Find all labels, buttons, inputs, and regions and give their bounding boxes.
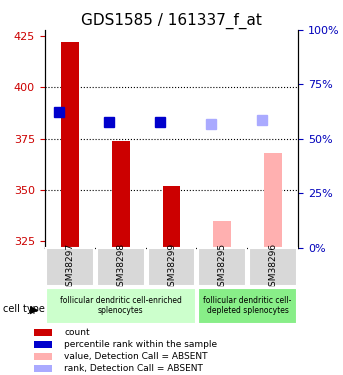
- Text: GSM38299: GSM38299: [167, 243, 176, 292]
- Text: cell type: cell type: [3, 304, 45, 314]
- FancyBboxPatch shape: [147, 248, 196, 286]
- Bar: [34, 329, 52, 336]
- FancyBboxPatch shape: [249, 248, 297, 286]
- Bar: [34, 366, 52, 372]
- Bar: [34, 353, 52, 360]
- Text: GSM38295: GSM38295: [218, 243, 227, 292]
- Text: ▶: ▶: [30, 304, 38, 314]
- Bar: [163, 186, 180, 248]
- FancyBboxPatch shape: [198, 248, 246, 286]
- Text: follicular dendritic cell-enriched
splenocytes: follicular dendritic cell-enriched splen…: [60, 296, 182, 315]
- FancyBboxPatch shape: [46, 288, 196, 324]
- Text: GSM38298: GSM38298: [116, 243, 125, 292]
- Text: value, Detection Call = ABSENT: value, Detection Call = ABSENT: [64, 352, 208, 361]
- Bar: [61, 42, 79, 248]
- Bar: [34, 341, 52, 348]
- Text: rank, Detection Call = ABSENT: rank, Detection Call = ABSENT: [64, 364, 203, 374]
- FancyBboxPatch shape: [198, 288, 297, 324]
- Text: percentile rank within the sample: percentile rank within the sample: [64, 340, 217, 349]
- Text: GSM38297: GSM38297: [66, 243, 74, 292]
- FancyBboxPatch shape: [97, 248, 145, 286]
- Title: GDS1585 / 161337_f_at: GDS1585 / 161337_f_at: [81, 12, 262, 28]
- Text: follicular dendritic cell-
depleted splenocytes: follicular dendritic cell- depleted sple…: [203, 296, 292, 315]
- Text: count: count: [64, 328, 90, 337]
- Bar: [264, 153, 282, 248]
- Text: GSM38296: GSM38296: [269, 243, 277, 292]
- Bar: [213, 221, 231, 248]
- Bar: [112, 141, 130, 248]
- FancyBboxPatch shape: [46, 248, 94, 286]
